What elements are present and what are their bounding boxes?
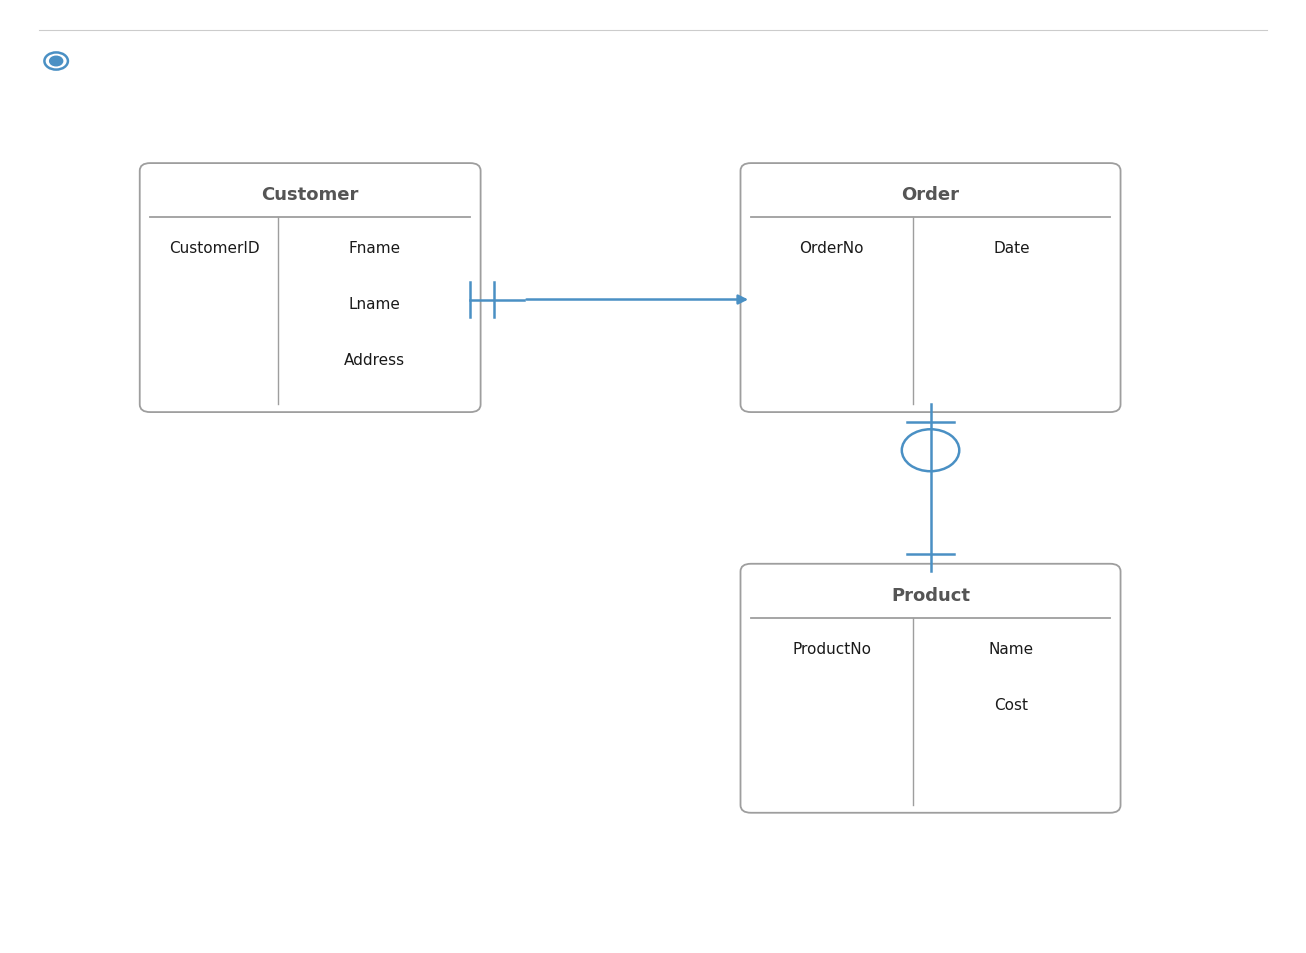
Text: Name: Name <box>989 641 1034 656</box>
FancyBboxPatch shape <box>741 164 1121 413</box>
Text: Customer: Customer <box>261 186 359 204</box>
Text: Order: Order <box>901 186 960 204</box>
Text: Lname: Lname <box>349 296 400 312</box>
Text: Fname: Fname <box>349 241 400 255</box>
Text: ProductNo: ProductNo <box>793 641 871 656</box>
Text: Address: Address <box>343 353 405 368</box>
Text: Cost: Cost <box>994 697 1028 712</box>
Circle shape <box>50 57 63 67</box>
Text: Product: Product <box>891 586 970 604</box>
FancyBboxPatch shape <box>140 164 481 413</box>
Text: Date: Date <box>993 241 1029 255</box>
Text: CustomerID: CustomerID <box>168 241 260 255</box>
FancyBboxPatch shape <box>741 564 1121 813</box>
Text: OrderNo: OrderNo <box>799 241 865 255</box>
